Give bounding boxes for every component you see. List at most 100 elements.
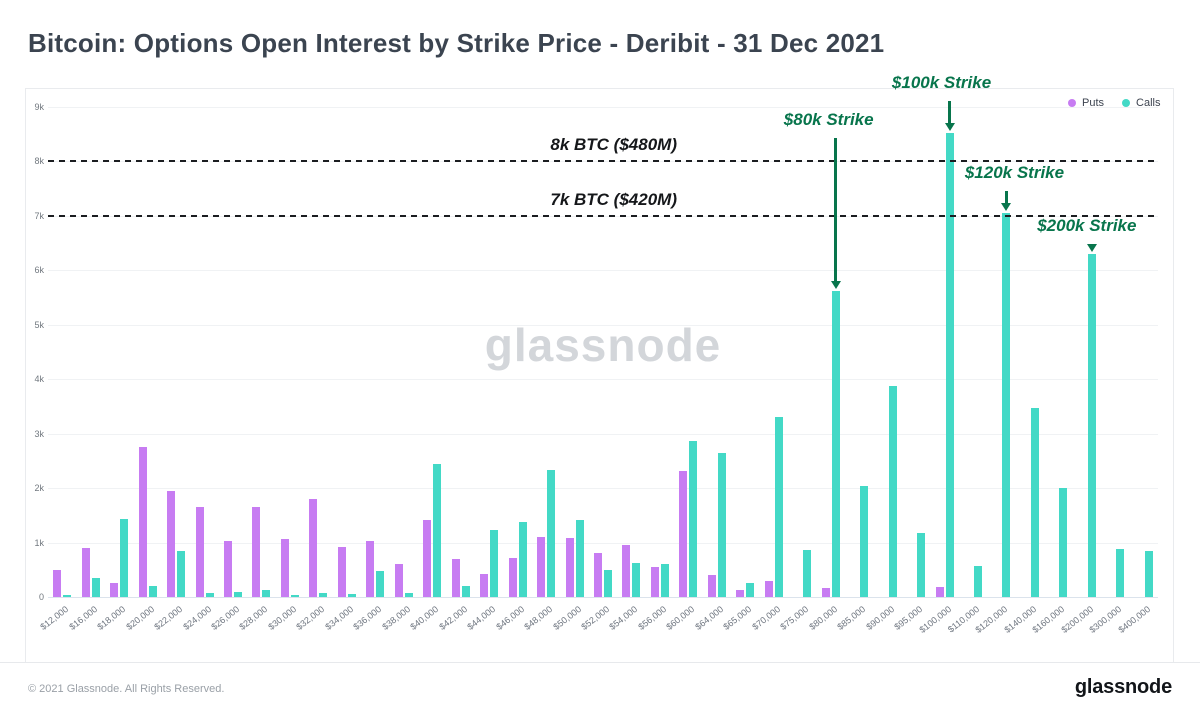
bar-calls-42000: [461, 586, 470, 597]
gridline-9k: [48, 107, 1158, 108]
bar-calls-400000: [1144, 550, 1153, 597]
bar-calls-18000: [120, 519, 129, 597]
bar-puts-52000: [594, 552, 602, 597]
bar-puts-64000: [707, 575, 716, 597]
bar-calls-28000: [262, 590, 271, 597]
bar-puts-100000: [935, 587, 944, 597]
bar-calls-30000: [290, 595, 299, 597]
bar-calls-65000: [746, 582, 755, 597]
reference-line-8k: [48, 160, 1158, 163]
y-tick-6k: 6k: [34, 265, 44, 276]
annotation-arrowhead-icon: [1001, 203, 1012, 212]
bar-puts-48000: [537, 536, 546, 597]
bar-puts-54000: [622, 544, 631, 597]
reference-label-8k: 8k BTC ($480M): [550, 135, 677, 155]
bar-calls-64000: [717, 452, 726, 597]
bar-calls-160000: [1059, 488, 1068, 597]
bar-calls-90000: [888, 386, 897, 597]
gridline-5k: [48, 324, 1158, 326]
annotation-label-200kStrike: $200k Strike: [1037, 216, 1137, 235]
bar-puts-12000: [53, 569, 62, 597]
bar-calls-140000: [1030, 407, 1039, 597]
y-tick-9k: 9k: [34, 102, 44, 112]
bar-puts-42000: [451, 558, 460, 597]
bar-calls-120000: [1002, 213, 1011, 597]
y-tick-2k: 2k: [34, 483, 44, 494]
bar-calls-95000: [917, 532, 926, 597]
bar-calls-36000: [376, 571, 385, 597]
y-tick-1k: 1k: [34, 537, 44, 548]
bar-calls-54000: [632, 562, 641, 597]
bar-puts-70000: [764, 580, 773, 597]
bar-calls-100000: [945, 132, 954, 597]
gridline-2k: [48, 488, 1158, 490]
bar-calls-70000: [774, 417, 783, 597]
bar-puts-60000: [679, 471, 688, 597]
glassnode-watermark: glassnode: [484, 319, 722, 371]
annotation-label-100kStrike: $100k Strike: [891, 73, 992, 92]
bar-calls-40000: [433, 463, 442, 597]
bar-calls-24000: [205, 592, 214, 597]
annotation-arrow-line: [1004, 191, 1008, 204]
bar-puts-46000: [508, 557, 517, 597]
annotation-arrowhead-icon: [944, 122, 955, 131]
bar-puts-32000: [309, 499, 318, 597]
bar-puts-80000: [821, 588, 830, 597]
bar-calls-56000: [660, 563, 669, 597]
annotation-arrow-line: [948, 101, 952, 123]
bar-calls-32000: [319, 593, 328, 597]
bar-calls-110000: [974, 565, 982, 597]
footer-divider: [0, 662, 1200, 663]
reference-label-7k: 7k BTC ($420M): [550, 189, 677, 209]
annotation-label-80kStrike: $80k Strike: [783, 110, 874, 129]
bar-puts-38000: [394, 563, 403, 597]
bar-calls-16000: [91, 577, 100, 597]
bar-puts-30000: [280, 539, 289, 597]
annotation-arrowhead-icon: [830, 281, 841, 290]
bar-puts-44000: [480, 574, 489, 597]
annotation-label-120kStrike: $120k Strike: [964, 163, 1065, 182]
annotation-arrowhead-icon: [1086, 244, 1097, 252]
bar-calls-60000: [689, 440, 698, 597]
calls-color-dot-icon: [1122, 99, 1131, 107]
puts-color-dot-icon: [1068, 99, 1076, 107]
bar-puts-18000: [110, 583, 119, 597]
annotation-arrow-line: [834, 138, 838, 282]
legend-puts-label: Puts: [1082, 97, 1105, 109]
glassnode-logo: glassnode: [1074, 676, 1172, 698]
y-tick-0: 0: [38, 592, 44, 602]
bar-calls-46000: [518, 521, 527, 597]
bar-calls-26000: [234, 592, 242, 597]
bar-calls-200000: [1087, 254, 1096, 597]
x-axis-line: [48, 597, 1158, 598]
y-tick-5k: 5k: [34, 319, 44, 330]
gridline-3k: [48, 433, 1158, 435]
bar-calls-44000: [490, 530, 499, 597]
bar-puts-24000: [195, 507, 204, 597]
bar-puts-56000: [650, 567, 659, 597]
legend-item-calls[interactable]: Calls: [1122, 97, 1160, 109]
bar-puts-16000: [81, 548, 90, 597]
footer-copyright: © 2021 Glassnode. All Rights Reserved.: [28, 683, 225, 695]
bar-calls-38000: [404, 592, 413, 597]
y-tick-8k: 8k: [34, 156, 44, 167]
bar-calls-52000: [604, 569, 612, 597]
bar-puts-28000: [252, 507, 261, 597]
y-tick-7k: 7k: [34, 210, 44, 221]
bar-puts-22000: [167, 490, 176, 597]
bar-puts-36000: [366, 541, 375, 597]
chart-legend: Puts Calls: [1068, 97, 1160, 109]
bar-puts-50000: [565, 537, 574, 597]
legend-item-puts[interactable]: Puts: [1068, 97, 1104, 109]
bar-calls-300000: [1116, 549, 1125, 597]
bar-puts-20000: [138, 447, 147, 597]
bar-calls-22000: [177, 550, 186, 597]
page-title: Bitcoin: Options Open Interest by Strike…: [28, 28, 885, 58]
y-tick-4k: 4k: [34, 374, 44, 385]
bar-puts-26000: [224, 540, 232, 597]
y-tick-3k: 3k: [34, 428, 44, 439]
bar-calls-50000: [575, 519, 584, 597]
bar-puts-65000: [736, 589, 745, 597]
bar-calls-75000: [803, 549, 812, 597]
